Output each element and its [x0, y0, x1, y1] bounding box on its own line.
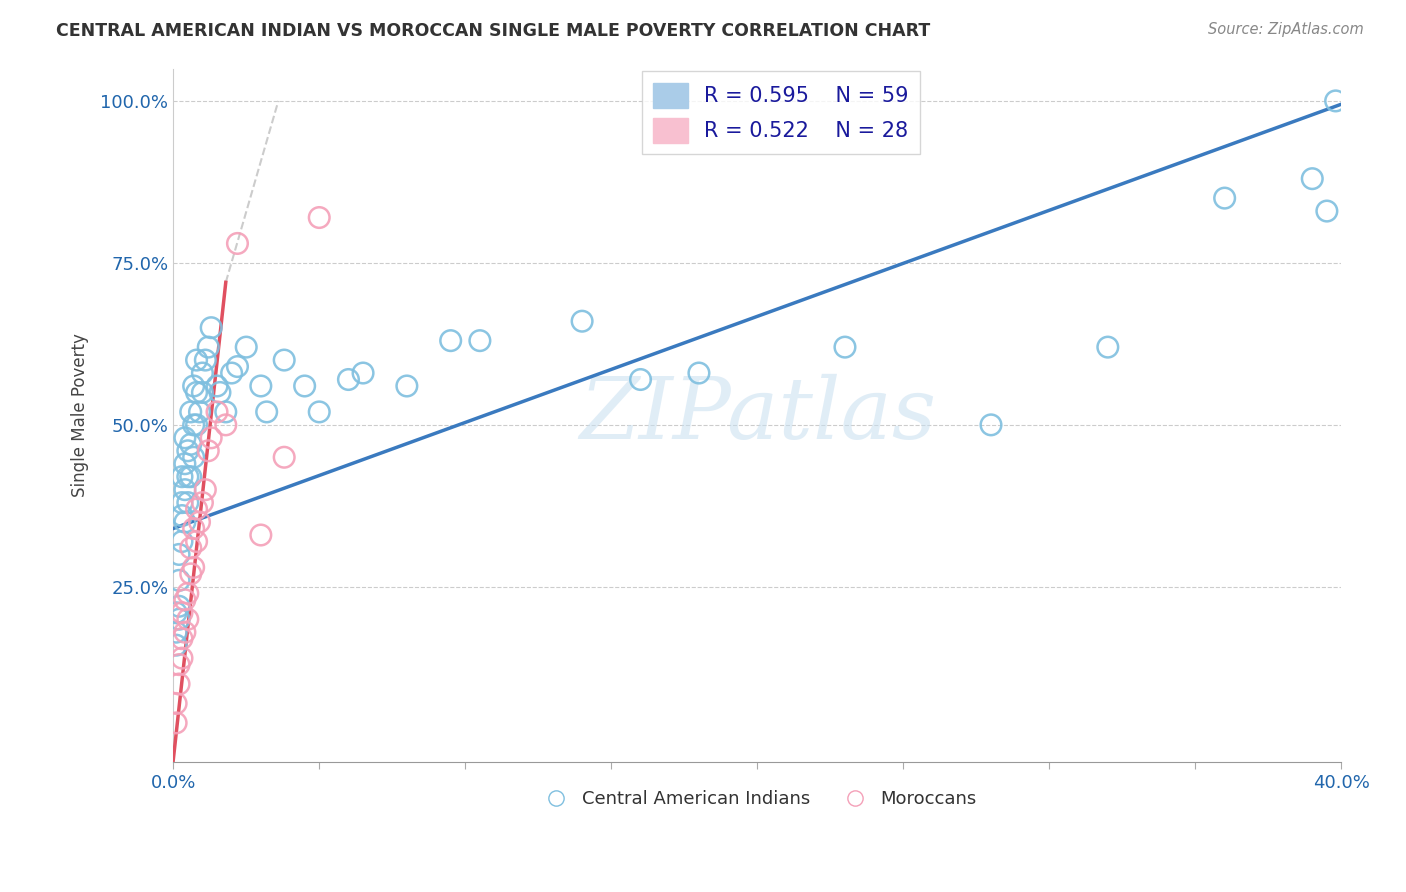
Point	[165, 625, 187, 640]
Point	[186, 502, 208, 516]
Point	[308, 405, 330, 419]
Point	[250, 379, 273, 393]
Point	[208, 385, 231, 400]
Point	[186, 385, 208, 400]
Point	[395, 379, 418, 393]
Point	[177, 469, 200, 483]
Point	[170, 632, 193, 646]
Point	[167, 657, 190, 672]
Point	[167, 548, 190, 562]
Point	[188, 515, 211, 529]
Point	[205, 405, 228, 419]
Point	[250, 528, 273, 542]
Point	[200, 320, 222, 334]
Point	[337, 372, 360, 386]
Point	[170, 651, 193, 665]
Point	[183, 450, 205, 465]
Point	[352, 366, 374, 380]
Point	[186, 534, 208, 549]
Point	[177, 443, 200, 458]
Point	[200, 431, 222, 445]
Point	[1301, 171, 1323, 186]
Point	[180, 405, 202, 419]
Legend: Central American Indians, Moroccans: Central American Indians, Moroccans	[531, 782, 984, 815]
Point	[165, 606, 187, 620]
Point	[630, 372, 652, 386]
Point	[197, 340, 219, 354]
Point	[174, 483, 197, 497]
Point	[167, 612, 190, 626]
Point	[205, 379, 228, 393]
Point	[170, 469, 193, 483]
Point	[165, 638, 187, 652]
Point	[165, 715, 187, 730]
Point	[215, 405, 238, 419]
Point	[165, 697, 187, 711]
Point	[834, 340, 856, 354]
Point	[186, 417, 208, 432]
Point	[186, 353, 208, 368]
Text: CENTRAL AMERICAN INDIAN VS MOROCCAN SINGLE MALE POVERTY CORRELATION CHART: CENTRAL AMERICAN INDIAN VS MOROCCAN SING…	[56, 22, 931, 40]
Point	[256, 405, 278, 419]
Point	[221, 366, 243, 380]
Y-axis label: Single Male Poverty: Single Male Poverty	[72, 334, 89, 497]
Point	[188, 405, 211, 419]
Point	[294, 379, 316, 393]
Point	[215, 417, 238, 432]
Point	[180, 541, 202, 555]
Point	[180, 566, 202, 581]
Point	[226, 359, 249, 374]
Point	[174, 431, 197, 445]
Point	[180, 469, 202, 483]
Point	[167, 574, 190, 588]
Point	[308, 211, 330, 225]
Point	[194, 483, 217, 497]
Point	[235, 340, 257, 354]
Point	[170, 606, 193, 620]
Text: Source: ZipAtlas.com: Source: ZipAtlas.com	[1208, 22, 1364, 37]
Point	[688, 366, 710, 380]
Point	[183, 560, 205, 574]
Point	[191, 366, 214, 380]
Point	[1316, 204, 1339, 219]
Point	[1097, 340, 1119, 354]
Point	[174, 457, 197, 471]
Point	[177, 586, 200, 600]
Point	[980, 417, 1002, 432]
Point	[571, 314, 593, 328]
Point	[273, 450, 295, 465]
Point	[170, 534, 193, 549]
Point	[167, 599, 190, 614]
Point	[170, 495, 193, 509]
Point	[174, 515, 197, 529]
Point	[191, 495, 214, 509]
Point	[273, 353, 295, 368]
Point	[180, 437, 202, 451]
Point	[183, 417, 205, 432]
Text: ZIPatlas: ZIPatlas	[579, 374, 936, 457]
Point	[197, 443, 219, 458]
Point	[226, 236, 249, 251]
Point	[177, 612, 200, 626]
Point	[167, 677, 190, 691]
Point	[174, 592, 197, 607]
Point	[440, 334, 463, 348]
Point	[194, 353, 217, 368]
Point	[183, 379, 205, 393]
Point	[468, 334, 491, 348]
Point	[191, 385, 214, 400]
Point	[183, 522, 205, 536]
Point	[177, 495, 200, 509]
Point	[170, 508, 193, 523]
Point	[174, 625, 197, 640]
Point	[1324, 94, 1347, 108]
Point	[1213, 191, 1236, 205]
